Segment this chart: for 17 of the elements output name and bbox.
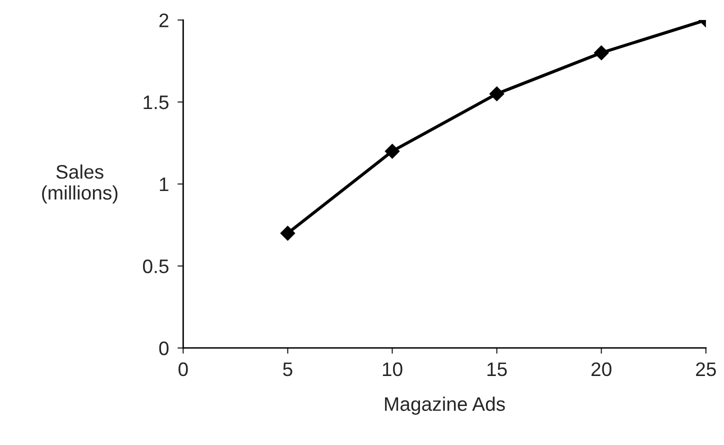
y-tick-label: 0: [159, 341, 169, 356]
y-tick-label: 0.5: [143, 259, 168, 274]
point: [280, 226, 296, 241]
point: [594, 45, 609, 60]
x-tick-label: 0: [178, 362, 188, 376]
x-tick-label: 5: [283, 362, 292, 376]
point: [489, 86, 504, 102]
x-tick-label: 15: [487, 362, 507, 376]
y-tick-label: 2: [159, 13, 168, 28]
y-tick-label: 1.5: [144, 96, 168, 110]
y-tick-label: 1: [160, 178, 168, 192]
y-axis-title: Sales (millions): [42, 164, 118, 204]
x-tick-label: 25: [696, 362, 716, 376]
x-tick-label: 20: [592, 362, 612, 376]
point: [384, 144, 400, 159]
x-axis-title: Magazine Ads: [385, 396, 505, 415]
x-tick-label: 10: [382, 362, 402, 376]
